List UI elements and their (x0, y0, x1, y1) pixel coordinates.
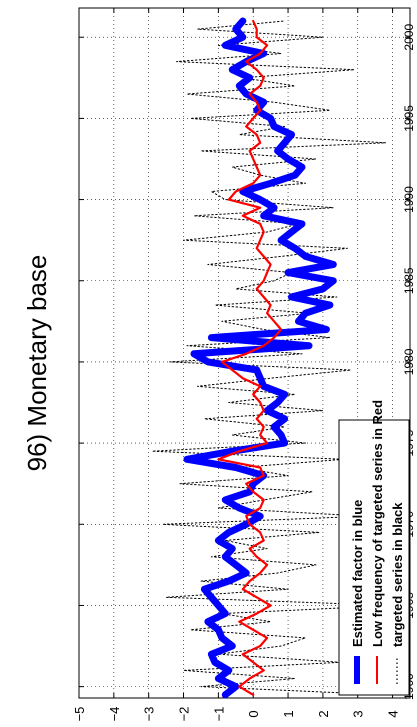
value-tick-label: 4 (386, 710, 401, 717)
year-tick-label: 1995 (402, 105, 416, 132)
year-tick-label: 1990 (402, 186, 416, 213)
value-tick-label: 3 (351, 710, 366, 717)
value-tick-labels: −5 −4 −3 −2 −1 0 1 2 3 4 (72, 707, 401, 722)
value-tick-label: 1 (281, 710, 296, 717)
year-tick-label: 1980 (402, 348, 416, 375)
value-tick-label: −1 (211, 707, 226, 722)
value-tick-label: 2 (316, 710, 331, 717)
year-tick-label: 2000 (402, 24, 416, 51)
legend: Estimated factor in blue Low frequency o… (339, 400, 409, 695)
legend-entry-red: Low frequency of targeted series in Red (370, 400, 385, 647)
value-tick-label: −3 (142, 707, 157, 722)
value-tick-label: −5 (72, 707, 87, 722)
value-tick-label: 0 (246, 710, 261, 717)
legend-entry-blue: Estimated factor in blue (350, 500, 365, 647)
value-tick-label: −4 (107, 707, 122, 722)
chart-title: 96) Monetary base (22, 255, 52, 472)
year-tick-label: 1985 (402, 267, 416, 294)
legend-entry-black: targeted series in black (390, 502, 405, 647)
value-tick-label: −2 (177, 707, 192, 722)
